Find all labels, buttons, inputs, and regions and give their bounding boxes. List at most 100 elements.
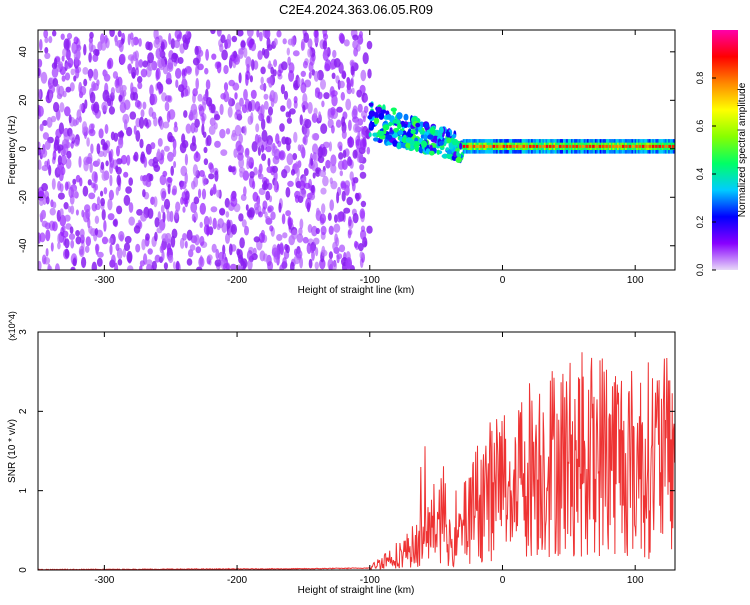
spectrogram-y-tick-label: 20 <box>18 94 29 106</box>
spectrogram-cell <box>332 49 337 59</box>
spectrogram-cell <box>105 160 109 167</box>
spectrogram-cell <box>287 180 294 187</box>
spectrogram-cell <box>138 38 142 47</box>
spectrogram-cell <box>48 85 56 94</box>
spectrogram-cell <box>129 111 137 120</box>
spectrogram-cell <box>82 67 89 75</box>
spectrogram-cell <box>238 157 245 169</box>
spectrogram-cell <box>568 144 572 148</box>
spectrogram-cell <box>285 111 290 118</box>
spectrogram-cell <box>276 234 283 241</box>
spectrogram-cell <box>219 43 224 53</box>
spectrogram-cell <box>126 250 133 263</box>
spectrogram-cell <box>286 47 290 56</box>
spectrogram-cell <box>66 51 71 61</box>
spectrogram-cell <box>373 117 380 125</box>
spectrogram-cell <box>72 258 77 267</box>
spectrogram-cell <box>168 109 176 120</box>
spectrogram-cell <box>462 144 466 148</box>
spectrogram-cell <box>522 144 525 148</box>
spectrogram-cell <box>226 219 231 229</box>
spectrogram-cell <box>286 153 294 166</box>
spectrogram-cell <box>91 81 96 92</box>
spectrogram-cell <box>349 158 353 166</box>
spectrogram-x-label: Height of straight line (km) <box>298 285 415 296</box>
spectrogram-cell <box>48 36 53 44</box>
spectrogram-cell <box>403 113 409 121</box>
spectrogram-cell <box>198 188 202 199</box>
spectrogram-cell <box>60 155 67 166</box>
spectrogram-cell <box>225 211 230 218</box>
spectrogram-cell <box>312 143 319 155</box>
spectrogram-cell <box>582 144 585 148</box>
spectrogram-cell <box>61 75 66 82</box>
spectrogram-cell <box>359 171 367 179</box>
spectrogram-cell <box>543 142 547 150</box>
spectrogram-cell <box>175 260 180 270</box>
spectrogram-cell <box>651 144 655 148</box>
spectrogram-cell <box>142 189 146 198</box>
spectrogram-cell <box>133 225 141 234</box>
spectrogram-cell <box>272 155 280 165</box>
spectrogram-cell <box>328 251 333 260</box>
spectrogram-cell <box>38 260 42 270</box>
spectrogram-cell <box>420 140 428 148</box>
spectrogram-cell <box>320 225 327 236</box>
spectrogram-cell <box>250 89 257 99</box>
spectrogram-cell <box>236 30 244 37</box>
spectrogram-cell <box>186 258 193 266</box>
spectrogram-cell <box>329 199 335 211</box>
snr-y-tick-label: 1 <box>18 487 29 493</box>
spectrogram-cell <box>61 55 65 62</box>
spectrogram-cell <box>45 196 50 205</box>
spectrogram-cell <box>167 183 171 195</box>
spectrogram-cell <box>117 258 123 266</box>
spectrogram-cell <box>308 71 312 79</box>
spectrogram-cell <box>234 92 238 100</box>
spectrogram-cell <box>281 169 288 179</box>
spectrogram-cell <box>358 37 364 44</box>
spectrogram-cell <box>128 202 134 213</box>
spectrogram-cell <box>58 61 64 70</box>
spectrogram-cell <box>368 132 372 137</box>
spectrogram-cell <box>261 129 268 142</box>
spectrogram-cell <box>346 77 351 88</box>
spectrogram-cell <box>311 225 318 237</box>
spectrogram-cell <box>321 146 328 157</box>
spectrogram-cell <box>143 117 149 127</box>
spectrogram-cell <box>562 144 565 148</box>
spectrogram-cell <box>355 193 360 202</box>
spectrogram-cell <box>39 123 44 132</box>
spectrogram-cell <box>118 94 123 102</box>
spectrogram-cell <box>237 144 244 156</box>
spectrogram-cell <box>255 123 260 133</box>
spectrogram-cell <box>268 60 272 70</box>
spectrogram-cell <box>38 159 42 171</box>
spectrogram-cell <box>267 205 274 213</box>
spectrogram-cell <box>263 100 269 110</box>
spectrogram-cell <box>223 82 229 92</box>
spectrogram-cell <box>605 144 608 148</box>
spectrogram-y-tick-label: -40 <box>18 238 29 253</box>
spectrogram-cell <box>101 171 108 182</box>
spectrogram-cell <box>373 137 379 142</box>
spectrogram-cell <box>49 207 56 216</box>
spectrogram-cell <box>429 126 436 135</box>
spectrogram-cell <box>499 144 502 148</box>
spectrogram-cell <box>159 119 164 130</box>
spectrogram-cell <box>228 96 233 107</box>
spectrogram-cell <box>310 158 314 166</box>
spectrogram-cell <box>610 142 613 150</box>
spectrogram-cell <box>324 59 332 72</box>
spectrogram-cell <box>123 194 131 206</box>
spectrogram-cell <box>482 144 486 148</box>
spectrogram-cell <box>314 261 319 270</box>
snr-x-tick-label: -100 <box>360 575 380 586</box>
spectrogram-cell <box>325 159 331 169</box>
spectrogram-cell <box>238 48 244 60</box>
spectrogram-cell <box>479 144 482 148</box>
spectrogram-cell <box>445 131 451 138</box>
spectrogram-cell <box>280 105 286 112</box>
spectrogram-cell <box>182 39 189 51</box>
spectrogram-cell <box>653 142 656 150</box>
